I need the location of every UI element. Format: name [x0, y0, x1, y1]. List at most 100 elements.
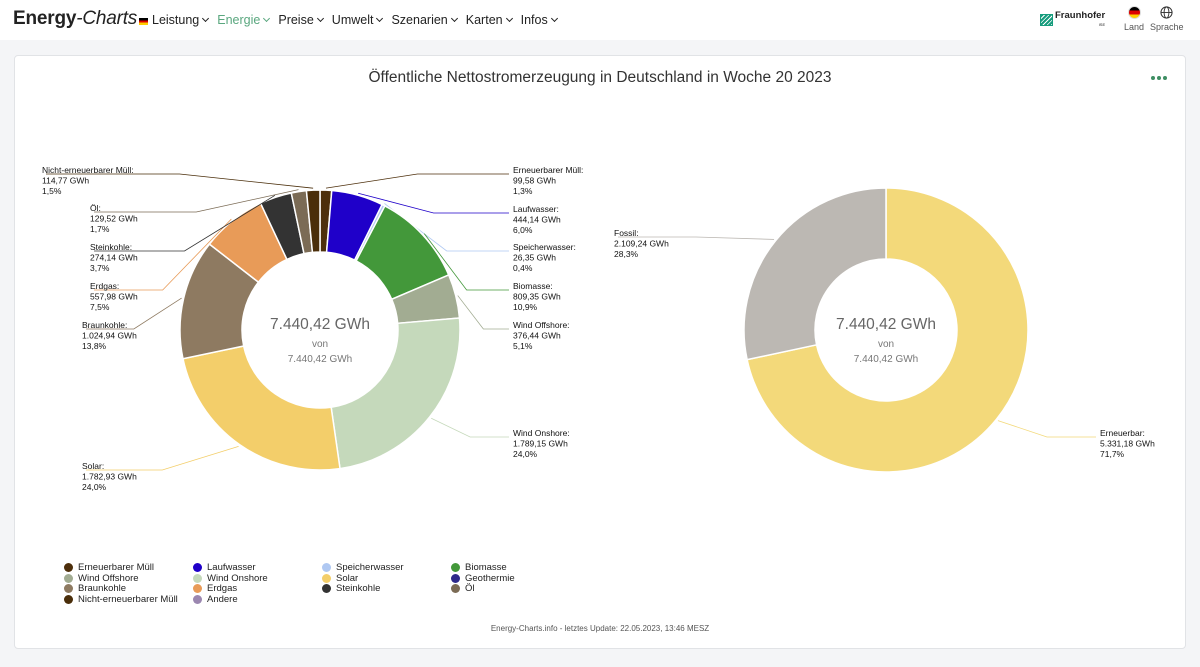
language-button[interactable]: Sprache [1150, 6, 1184, 32]
legend-swatch-icon [451, 573, 460, 583]
legend-item[interactable]: Biomasse [451, 562, 507, 573]
legend-swatch-icon [193, 594, 202, 604]
chart-card: Öffentliche Nettostromerzeugung in Deuts… [14, 55, 1186, 649]
menu-dot-icon [1163, 76, 1167, 80]
legend-swatch-icon [193, 563, 202, 572]
nav-item-label: Infos [520, 13, 548, 27]
legend-label: Speicherwasser [336, 562, 404, 573]
slice-label-name: Nicht-erneuerbarer Müll: [42, 165, 134, 175]
slice-label-name: Wind Onshore: [513, 428, 570, 438]
main-navigation: Leistung Energie Preise Umwelt Szenarien Kart… [152, 0, 566, 40]
legend-item[interactable]: Öl [451, 583, 475, 594]
legend-label: Andere [207, 593, 238, 605]
legend-item[interactable]: Steinkohle [322, 583, 380, 594]
legend-label: Wind Offshore [78, 572, 139, 584]
legend-item[interactable]: Braunkohle [64, 583, 126, 594]
slice-label-name: Erneuerbar: [1100, 428, 1145, 438]
slice-label-percent: 28,3% [614, 249, 639, 259]
legend-item[interactable]: Erdgas [193, 583, 237, 594]
pie-slice-fossil[interactable] [743, 187, 887, 361]
slice-label-percent: 6,0% [513, 225, 533, 235]
chevron-down-icon [505, 14, 513, 23]
fraunhofer-mark-icon [1040, 14, 1053, 26]
legend-swatch-icon [322, 584, 331, 593]
legend-label: Wind Onshore [207, 572, 268, 584]
germany-flag-icon [1127, 6, 1141, 19]
label-connector-line [457, 295, 509, 330]
nav-item-label: Preise [278, 13, 314, 27]
nav-item-label: Energie [217, 13, 261, 27]
slice-label-value: 129,52 GWh [90, 214, 138, 224]
label-connector-line [997, 420, 1096, 438]
pie-slice-erneuerbar[interactable] [746, 187, 1029, 473]
label-connector-line [618, 236, 775, 240]
slice-label-value: 809,35 GWh [513, 292, 561, 302]
slice-label-percent: 24,0% [513, 449, 538, 459]
nav-item-infos[interactable]: Infos [520, 13, 558, 27]
legend-label: Öl [465, 583, 475, 594]
legend-swatch-icon [322, 573, 331, 583]
label-connector-line [94, 189, 299, 213]
chevron-down-icon [376, 14, 384, 23]
legend-item[interactable]: Solar [322, 573, 358, 584]
center-total: 7.440,42 GWh [288, 354, 352, 365]
chart-menu-button[interactable] [1149, 76, 1167, 80]
label-connector-line [94, 218, 232, 291]
label-connector-line [423, 233, 509, 291]
legend-item[interactable]: Andere [193, 594, 238, 605]
country-button[interactable]: Land [1124, 6, 1144, 32]
slice-label-name: Speicherwasser: [513, 242, 576, 252]
legend-item[interactable]: Wind Onshore [193, 573, 268, 584]
nav-item-szenarien[interactable]: Szenarien [391, 13, 458, 27]
nav-item-leistung[interactable]: Leistung [152, 13, 210, 27]
nav-item-energie[interactable]: Energie [217, 13, 271, 27]
slice-label-percent: 1,7% [90, 224, 110, 234]
center-value: 7.440,42 GWh [270, 316, 370, 333]
slice-label-name: Fossil: [614, 228, 639, 238]
menu-dot-icon [1157, 76, 1161, 80]
brand-thin-text: -Charts [76, 8, 138, 29]
label-connector-line [86, 297, 182, 330]
menu-dot-icon [1151, 76, 1155, 80]
center-of-text: von [312, 339, 328, 350]
slice-label-value: 114,77 GWh [42, 176, 89, 186]
slice-label-value: 444,14 GWh [513, 215, 561, 225]
legend-swatch-icon [451, 563, 460, 572]
pie-slice-solar[interactable] [182, 345, 341, 471]
nav-item-label: Leistung [152, 13, 200, 27]
slice-label-value: 1.789,15 GWh [513, 439, 568, 449]
legend-item[interactable]: Erneuerbarer Müll [64, 562, 154, 573]
legend-label: Steinkohle [336, 583, 381, 594]
nav-item-umwelt[interactable]: Umwelt [331, 13, 384, 27]
slice-label-value: 2.109,24 GWh [614, 239, 669, 249]
pie-slice-wind-onshore[interactable] [330, 317, 461, 470]
center-value: 7.440,42 GWh [836, 316, 936, 333]
slice-label-percent: 10,9% [513, 302, 538, 312]
slice-label-name: Wind Offshore: [513, 320, 570, 330]
slice-label-name: Erneuerbarer Müll: [513, 165, 583, 175]
slice-label-name: Öl: [90, 203, 101, 213]
fraunhofer-logo[interactable]: Fraunhofer ISE [1040, 11, 1105, 29]
label-connector-line [325, 173, 509, 189]
slice-label-value: 557,98 GWh [90, 292, 138, 302]
nav-item-karten[interactable]: Karten [466, 13, 513, 27]
legend-item[interactable]: Nicht-erneuerbarer Müll [64, 594, 178, 605]
legend-item[interactable]: Geothermie [451, 573, 515, 584]
nav-item-label: Umwelt [331, 13, 374, 27]
slice-label-name: Laufwasser: [513, 204, 559, 214]
pie-slice-nicht-erneuerbarer-müll[interactable] [305, 189, 321, 254]
legend-swatch-icon [64, 584, 73, 593]
legend-item[interactable]: Speicherwasser [322, 562, 404, 573]
brand-logo[interactable]: Energy-Charts [13, 8, 149, 30]
legend-item[interactable]: Laufwasser [193, 562, 256, 573]
slice-label-name: Solar: [82, 461, 104, 471]
chevron-down-icon [450, 14, 458, 23]
slice-label-percent: 71,7% [1100, 449, 1125, 459]
fraunhofer-sub: ISE [1098, 22, 1106, 27]
nav-item-preise[interactable]: Preise [278, 13, 324, 27]
germany-flag-icon [139, 18, 149, 25]
legend-item[interactable]: Wind Offshore [64, 573, 139, 584]
chevron-down-icon [316, 14, 324, 23]
country-label: Land [1124, 22, 1145, 32]
chevron-down-icon [263, 14, 271, 23]
